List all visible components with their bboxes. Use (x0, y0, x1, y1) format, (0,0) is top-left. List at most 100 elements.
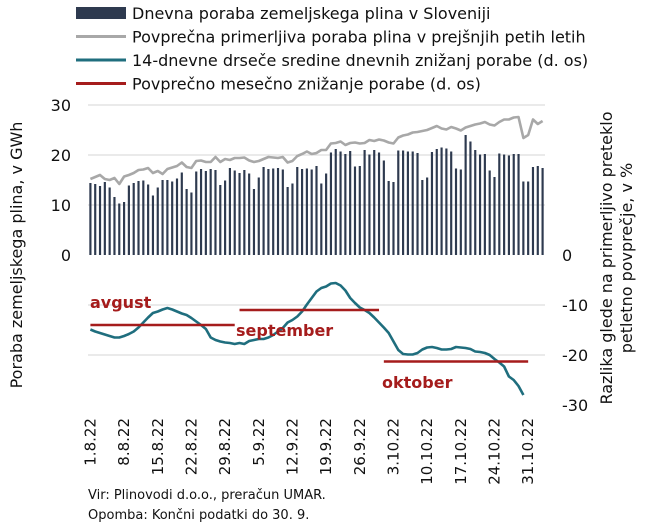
chart-axes: 0 10 20 30 0 -10 -20 -30 1.8.22 8.8.22 15.8.22 22.8… (7, 96, 636, 485)
consumption-bar (377, 152, 381, 255)
consumption-bar (272, 168, 275, 255)
y-right-tick-label: -20 (562, 346, 588, 365)
x-tick-label: 1.8.22 (81, 418, 99, 466)
x-tick-label: 19.9.22 (317, 418, 335, 475)
legend-label-2: 14-dnevne drseče sredine dnevnih znižanj… (132, 51, 588, 70)
consumption-bar (421, 180, 424, 255)
rolling-reduction-line (89, 281, 525, 396)
consumption-bar (257, 177, 260, 255)
x-tick-label: 5.9.22 (250, 418, 268, 466)
consumption-bar (262, 167, 265, 255)
legend-label-1: Povprečna primerljiva poraba plina v pre… (132, 28, 586, 47)
consumption-bar (536, 166, 539, 255)
consumption-bar (156, 187, 159, 255)
consumption-bar (238, 173, 241, 255)
consumption-bar (305, 168, 308, 255)
consumption-bar (147, 184, 150, 255)
consumption-bar (94, 184, 97, 255)
monthly-average-label-avgust: avgust (90, 293, 152, 312)
consumption-bar (339, 151, 342, 255)
consumption-bar (175, 178, 179, 255)
consumption-bar (296, 167, 299, 255)
legend-label-0: Dnevna poraba zemeljskega plina v Sloven… (132, 4, 490, 23)
consumption-bar (252, 189, 256, 255)
consumption-bar (440, 147, 443, 255)
x-tick-label: 22.8.22 (182, 418, 200, 475)
consumption-bar (233, 170, 236, 255)
consumption-bar (503, 154, 506, 255)
consumption-bar (219, 185, 222, 255)
chart-series-lines: avgust september oktober (89, 115, 544, 396)
consumption-bar (127, 185, 130, 255)
consumption-bar (358, 166, 361, 255)
consumption-bar (171, 181, 174, 255)
consumption-bar (522, 181, 525, 255)
consumption-bar (474, 150, 477, 255)
consumption-bar (281, 169, 284, 255)
chart-legend: Dnevna poraba zemeljskega plina v Sloven… (76, 4, 588, 94)
consumption-bar (334, 149, 337, 255)
legend-swatch-0 (76, 7, 126, 19)
consumption-bar (132, 183, 135, 255)
consumption-bar (113, 197, 116, 255)
consumption-bar (430, 152, 434, 255)
consumption-bar (382, 160, 385, 255)
consumption-bar (507, 155, 511, 255)
consumption-bar (89, 183, 92, 255)
five-year-average-line (89, 115, 544, 186)
consumption-bar (190, 192, 193, 255)
consumption-bar (98, 186, 102, 255)
consumption-bar (426, 177, 429, 255)
consumption-bar (151, 195, 155, 255)
consumption-bar (214, 170, 217, 255)
consumption-bar (344, 154, 347, 255)
x-tick-label: 15.8.22 (149, 418, 167, 475)
footnote: Opomba: Končni podatki do 30. 9. (88, 508, 310, 523)
consumption-bar (531, 167, 535, 255)
x-tick-label: 8.8.22 (115, 418, 133, 466)
consumption-bar (435, 149, 438, 255)
consumption-bar (300, 169, 304, 255)
source-note: Vir: Plinovodi d.o.o., preračun UMAR. (88, 488, 326, 503)
consumption-bar (411, 151, 414, 255)
consumption-bar (488, 170, 491, 255)
consumption-bar (243, 170, 246, 255)
consumption-bar (493, 177, 496, 255)
y-left-tick-label: 10 (51, 196, 71, 215)
consumption-bar (517, 154, 520, 255)
consumption-bar (122, 202, 126, 255)
consumption-bar (108, 187, 111, 255)
consumption-bar (286, 187, 289, 255)
consumption-bar (228, 168, 231, 255)
x-tick-label: 10.10.22 (418, 418, 436, 485)
consumption-bar (310, 169, 313, 255)
consumption-bar (166, 180, 169, 255)
consumption-bar (406, 151, 409, 255)
y-left-tick-label: 30 (51, 96, 71, 115)
consumption-bar (368, 154, 371, 255)
y-right-axis-title-line2: petletno povprečje, v % (617, 163, 636, 354)
consumption-bar (454, 168, 458, 255)
monthly-average-label-september: september (236, 321, 333, 340)
consumption-bar (320, 183, 323, 255)
y-left-tick-label: 0 (61, 246, 71, 265)
x-tick-label: 24.10.22 (485, 418, 503, 485)
consumption-bar (180, 172, 183, 255)
consumption-bar (276, 168, 280, 255)
consumption-bar (527, 181, 530, 255)
consumption-bar (512, 154, 515, 255)
consumption-bar (103, 182, 106, 255)
consumption-bar (541, 168, 544, 255)
consumption-bar (161, 180, 164, 255)
monthly-average-label-oktober: oktober (382, 373, 453, 392)
consumption-bar (329, 152, 333, 255)
chart-gridlines (88, 104, 545, 356)
consumption-bar (209, 169, 212, 255)
consumption-bar (204, 171, 207, 255)
consumption-bar (373, 150, 376, 255)
consumption-bar (469, 141, 472, 255)
consumption-bar (402, 150, 405, 255)
consumption-bar (397, 150, 400, 255)
x-tick-label: 3.10.22 (384, 418, 402, 475)
